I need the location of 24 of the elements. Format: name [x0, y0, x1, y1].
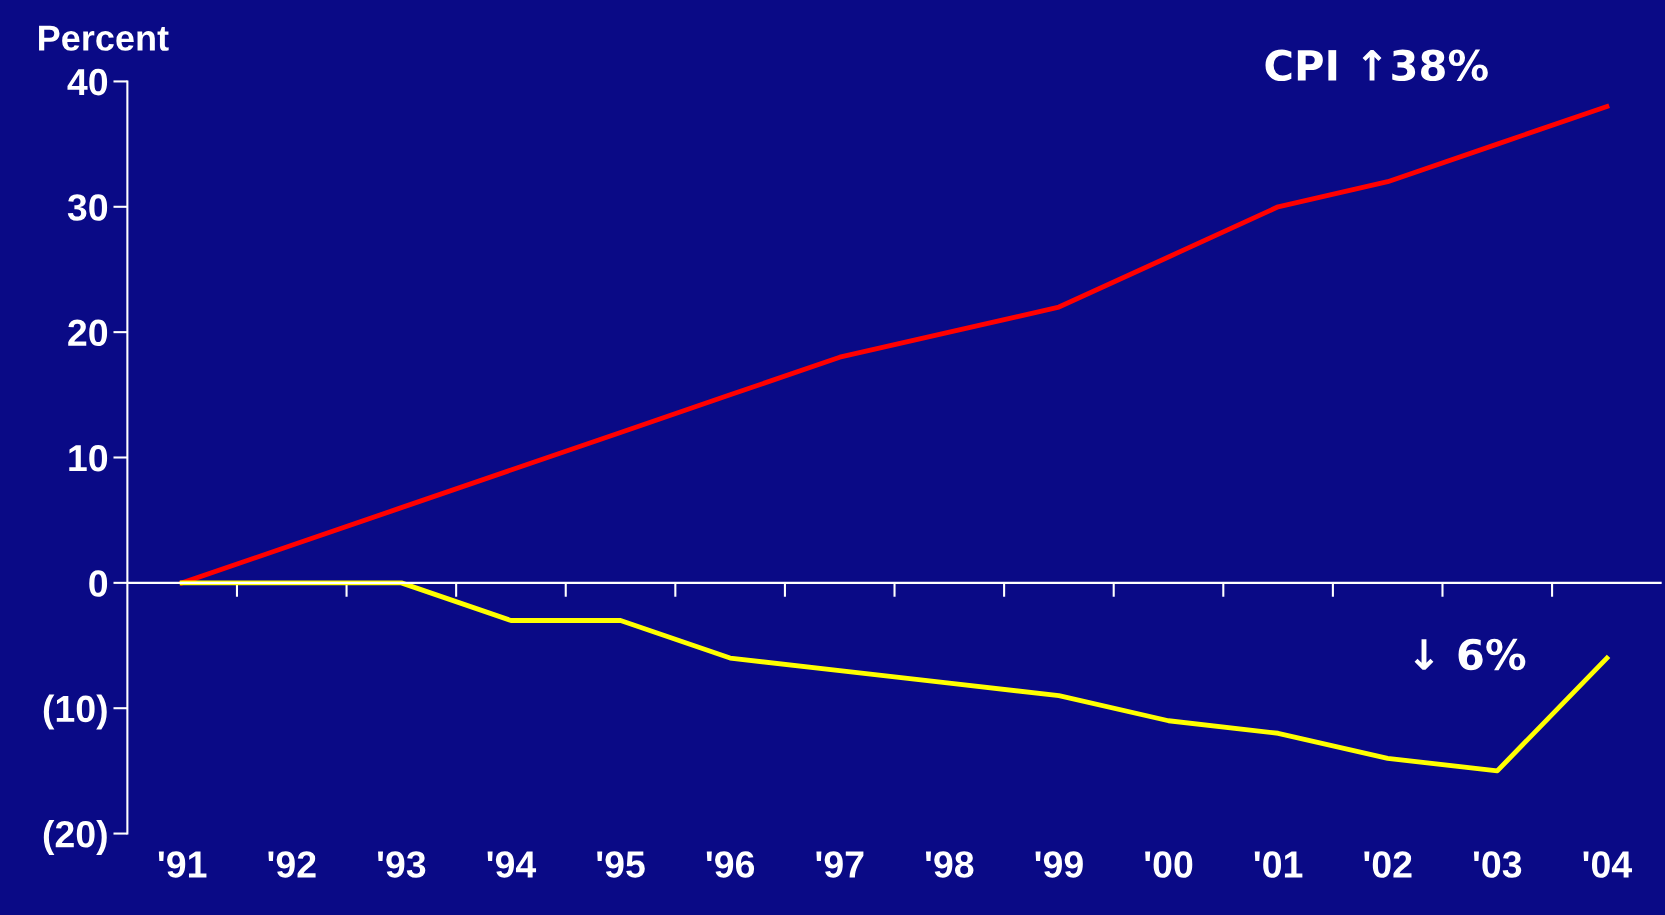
x-tick-label: '03: [1473, 851, 1522, 878]
x-tick-label: '99: [1035, 851, 1083, 878]
annotation: ↓ 6%: [1414, 638, 1526, 671]
y-tick-label: 10: [69, 444, 108, 472]
y-tick-label: 30: [67, 194, 108, 221]
x-tick-label: '93: [378, 851, 426, 878]
annotation: CPI ↑38%: [1265, 49, 1488, 82]
x-tick-label: '94: [487, 851, 537, 878]
x-tick-label: '04: [1583, 851, 1632, 878]
x-tick-label: '02: [1364, 851, 1412, 878]
y-axis-title: Percent: [39, 25, 169, 51]
x-tick-label: '91: [158, 851, 207, 878]
y-tick-label: (20): [43, 819, 107, 855]
x-tick-label: '96: [706, 851, 755, 878]
y-tick-label: 20: [68, 319, 108, 347]
y-tick-label: (10): [43, 694, 107, 730]
x-tick-label: '01: [1254, 851, 1303, 878]
x-tick-label: '00: [1145, 851, 1193, 878]
x-tick-label: '92: [268, 851, 316, 878]
x-tick-label: '97: [816, 851, 864, 878]
y-tick-label: 0: [89, 570, 108, 597]
y-tick-label: 40: [67, 68, 108, 96]
x-tick-label: '95: [597, 851, 645, 878]
x-tick-label: '98: [926, 851, 974, 878]
